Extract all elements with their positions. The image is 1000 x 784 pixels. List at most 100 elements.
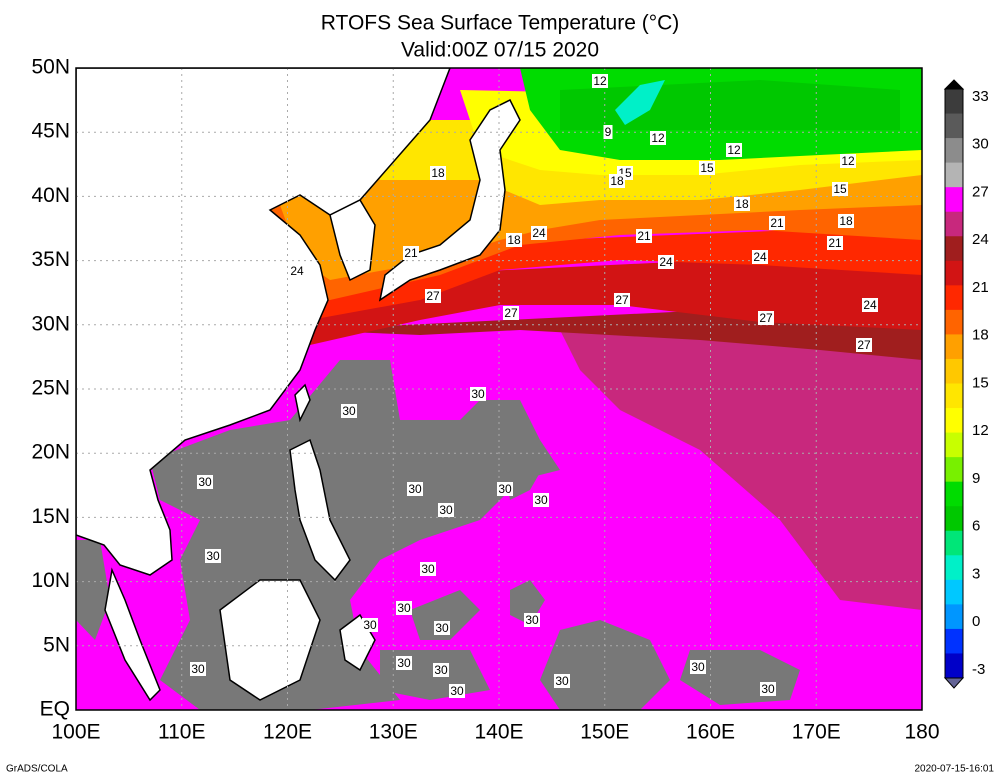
- contour-label: 12: [727, 143, 741, 157]
- colorbar-label: 12: [972, 422, 989, 439]
- colorbar-box: [945, 162, 963, 188]
- contour-label: 18: [839, 214, 853, 228]
- colorbar-label: 0: [972, 613, 980, 630]
- lat-label: 45N: [31, 120, 70, 143]
- contour-label-bg: [506, 233, 522, 247]
- contour-label: 9: [605, 125, 612, 139]
- contour-label-bg: [636, 229, 652, 243]
- colorbar-box: [945, 358, 963, 384]
- contour-label: 30: [525, 613, 539, 627]
- colorbar-box: [945, 89, 963, 115]
- contour-label: 27: [504, 306, 518, 320]
- contour-label: 15: [833, 182, 847, 196]
- lon-label: 100E: [51, 721, 100, 744]
- colorbar-box: [945, 628, 963, 654]
- contour-label: 27: [857, 338, 871, 352]
- contour-label-bg: [425, 289, 441, 303]
- title: RTOFS Sea Surface Temperature (°C): [321, 12, 680, 35]
- contour-label: 30: [206, 549, 220, 563]
- contour-label: 18: [507, 233, 521, 247]
- lat-label: 40N: [31, 184, 70, 207]
- contour-label: 30: [439, 503, 453, 517]
- contour-label-bg: [497, 482, 513, 496]
- contour-label: 30: [421, 562, 435, 576]
- colorbar-box: [945, 383, 963, 409]
- contour-label-bg: [758, 311, 774, 325]
- colorbar-label: 33: [972, 88, 989, 105]
- colorbar-label: 15: [972, 374, 989, 391]
- lon-label: 130E: [369, 721, 418, 744]
- contour-label-bg: [341, 404, 357, 418]
- contour-label: 30: [471, 387, 485, 401]
- colorbar-top: [943, 79, 965, 90]
- contour-label-bg: [769, 216, 785, 230]
- colorbar-box: [945, 408, 963, 434]
- contour-label-bg: [531, 226, 547, 240]
- colorbar-label: 3: [972, 565, 980, 582]
- contour-label-bg: [650, 131, 666, 145]
- contour-label: 30: [408, 482, 422, 496]
- colorbar-frame: [944, 88, 964, 679]
- contour-label-bg: [690, 660, 706, 674]
- lat-label: 25N: [31, 377, 70, 400]
- sst-field: [76, 68, 922, 710]
- contour-label-bg: [433, 663, 449, 677]
- contour-label: 27: [759, 311, 773, 325]
- colorbar-label: 30: [972, 136, 989, 153]
- contour-label-bg: [190, 662, 206, 676]
- contour-label-bg: [396, 601, 412, 615]
- contour-label: 12: [841, 154, 855, 168]
- colorbar-box: [945, 579, 963, 605]
- contour-label-bg: [614, 293, 630, 307]
- contour-label: 30: [198, 475, 212, 489]
- colorbar-box: [945, 530, 963, 556]
- lon-label: 120E: [263, 721, 312, 744]
- contour-label: 18: [735, 197, 749, 211]
- lat-label: EQ: [40, 698, 70, 721]
- lat-label: 15N: [31, 505, 70, 528]
- contour-label: 30: [434, 663, 448, 677]
- contour-label-bg: [609, 174, 625, 188]
- colorbar-box: [945, 432, 963, 458]
- contour-label-bg: [752, 250, 768, 264]
- colorbar-box: [945, 285, 963, 311]
- contour-label-bg: [726, 143, 742, 157]
- contour-label-bg: [840, 154, 856, 168]
- contour-label: 24: [659, 255, 673, 269]
- contour-label-bg: [362, 618, 378, 632]
- contour-label: 27: [426, 289, 440, 303]
- colorbar-box: [945, 653, 963, 679]
- colorbar-label: 21: [972, 279, 989, 296]
- colorbar-label: 27: [972, 183, 989, 200]
- lat-label: 35N: [31, 248, 70, 271]
- contour-label-bg: [760, 682, 776, 696]
- lat-label: 20N: [31, 441, 70, 464]
- contour-label: 27: [615, 293, 629, 307]
- contour-label: 21: [828, 236, 842, 250]
- colorbar-box: [945, 309, 963, 335]
- contour-label: 30: [397, 601, 411, 615]
- contour-label: 21: [404, 246, 418, 260]
- lon-label: 180: [904, 721, 939, 744]
- colorbar-box: [945, 211, 963, 237]
- contour-label: 18: [610, 174, 624, 188]
- contour-label-bg: [434, 621, 450, 635]
- lat-label: 5N: [43, 633, 70, 656]
- contour-label: 30: [363, 618, 377, 632]
- colorbar-box: [945, 236, 963, 262]
- lat-label: 50N: [31, 56, 70, 79]
- colorbar-box: [945, 260, 963, 286]
- contour-label-bg: [289, 264, 305, 278]
- contour-label: 12: [593, 74, 607, 88]
- contour-label: 30: [435, 621, 449, 635]
- contour-label-bg: [420, 562, 436, 576]
- colorbar-box: [945, 604, 963, 630]
- plot-frame: [75, 67, 923, 711]
- colorbar-box: [945, 555, 963, 581]
- contour-label-bg: [197, 475, 213, 489]
- colorbar-box: [945, 457, 963, 483]
- contour-label-bg: [470, 387, 486, 401]
- colorbar-label: 24: [972, 231, 989, 248]
- contour-label-bg: [603, 125, 613, 139]
